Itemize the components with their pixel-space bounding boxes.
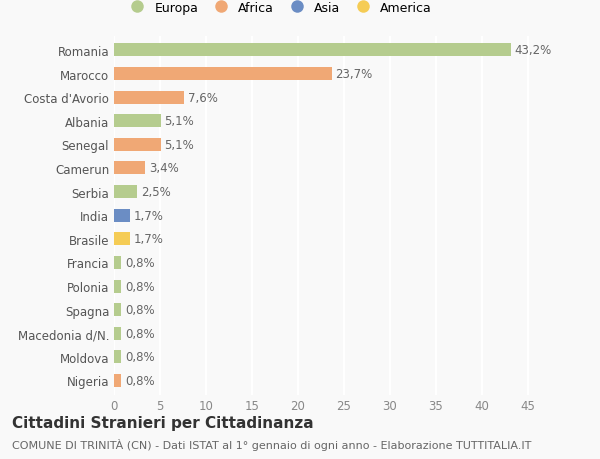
Text: 5,1%: 5,1% — [164, 115, 194, 128]
Text: 0,8%: 0,8% — [125, 257, 155, 269]
Text: Cittadini Stranieri per Cittadinanza: Cittadini Stranieri per Cittadinanza — [12, 415, 314, 431]
Text: 3,4%: 3,4% — [149, 162, 179, 175]
Bar — [114, 209, 130, 222]
Bar — [114, 139, 161, 151]
Text: 1,7%: 1,7% — [133, 233, 163, 246]
Bar — [114, 327, 121, 340]
Bar — [114, 115, 161, 128]
Text: COMUNE DI TRINITÀ (CN) - Dati ISTAT al 1° gennaio di ogni anno - Elaborazione TU: COMUNE DI TRINITÀ (CN) - Dati ISTAT al 1… — [12, 438, 532, 450]
Bar — [114, 351, 121, 364]
Text: 0,8%: 0,8% — [125, 351, 155, 364]
Text: 2,5%: 2,5% — [140, 186, 170, 199]
Text: 1,7%: 1,7% — [133, 209, 163, 222]
Bar — [114, 257, 121, 269]
Bar — [114, 186, 137, 199]
Bar — [114, 45, 511, 57]
Bar — [114, 68, 332, 81]
Bar — [114, 91, 184, 105]
Text: 43,2%: 43,2% — [515, 45, 552, 57]
Bar — [114, 374, 121, 387]
Bar — [114, 233, 130, 246]
Bar — [114, 280, 121, 293]
Legend: Europa, Africa, Asia, America: Europa, Africa, Asia, America — [124, 2, 432, 15]
Text: 0,8%: 0,8% — [125, 280, 155, 293]
Text: 23,7%: 23,7% — [335, 68, 373, 81]
Bar — [114, 162, 145, 175]
Text: 0,8%: 0,8% — [125, 303, 155, 316]
Bar — [114, 303, 121, 316]
Text: 5,1%: 5,1% — [164, 139, 194, 151]
Text: 0,8%: 0,8% — [125, 327, 155, 340]
Text: 7,6%: 7,6% — [188, 91, 217, 105]
Text: 0,8%: 0,8% — [125, 374, 155, 387]
